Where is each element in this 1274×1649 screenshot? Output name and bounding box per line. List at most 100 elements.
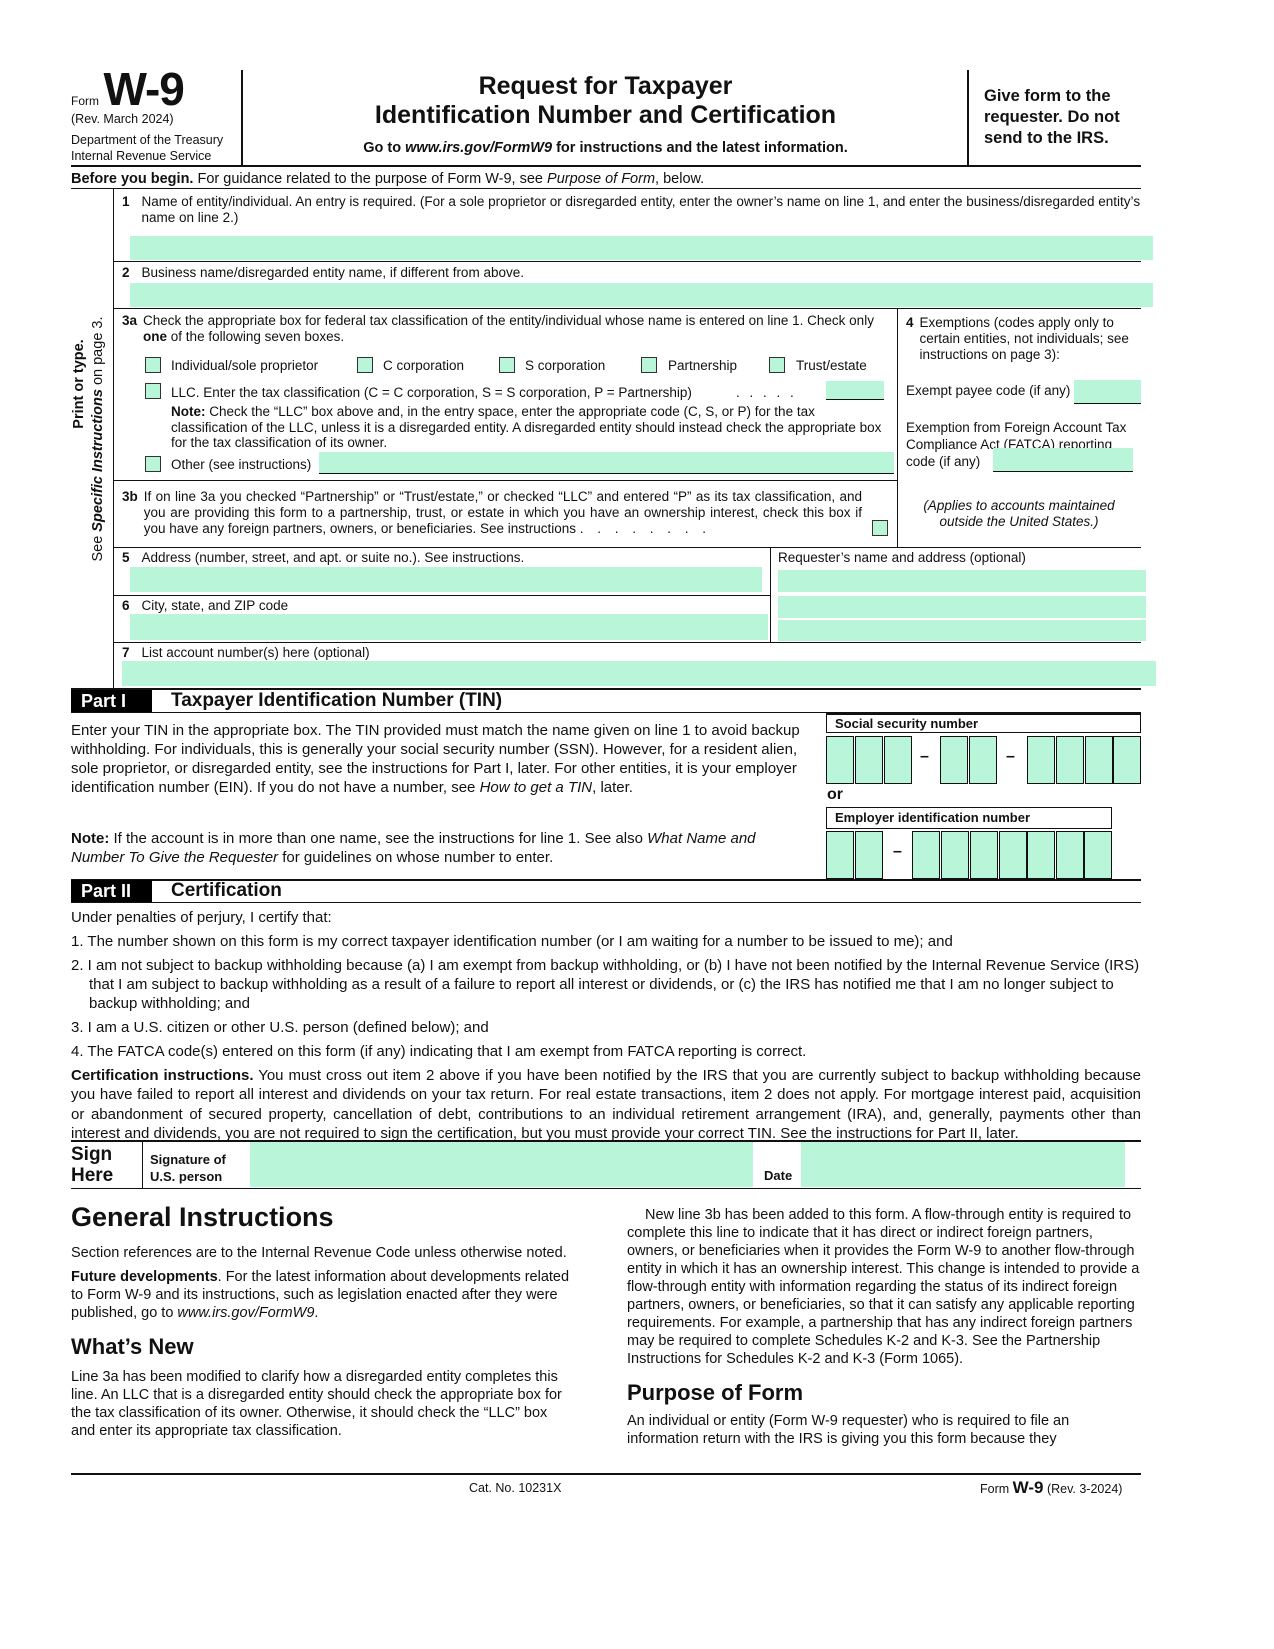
requester-label: Requester’s name and address (optional): [778, 550, 1026, 565]
or-label: or: [827, 786, 843, 803]
ein-digit-8[interactable]: [1056, 831, 1084, 879]
checkbox-3b-foreign-partners[interactable]: [872, 520, 888, 536]
before-you-begin: Before you begin. For guidance related t…: [71, 171, 705, 187]
option-individual: Individual/sole proprietor: [171, 358, 319, 373]
ssn-dash: –: [1006, 748, 1015, 765]
sign-here-label: Sign Here: [71, 1144, 114, 1186]
cert-item: 2. I am not subject to backup withholdin…: [71, 957, 1140, 1012]
whats-new-heading: What’s New: [71, 1334, 194, 1359]
exempt-payee-input[interactable]: [1074, 380, 1141, 404]
ssn-digit-2[interactable]: [855, 736, 883, 784]
ein-digit-3[interactable]: [912, 831, 940, 879]
cert-items: 1. The number shown on this form is my c…: [71, 932, 1141, 1143]
line6-label: 6 City, state, and ZIP code: [122, 598, 289, 613]
ssn-digit-7[interactable]: [1056, 736, 1084, 784]
ein-digit-6[interactable]: [999, 831, 1027, 879]
option-trust-estate: Trust/estate: [796, 358, 867, 373]
sidebar-note: Print or type. See Specific Instructions…: [71, 316, 106, 562]
fatca-applies-note: (Applies to accounts maintained outside …: [923, 498, 1115, 529]
form-number: W-9: [103, 63, 184, 115]
ssn-digit-6[interactable]: [1027, 736, 1055, 784]
line2-business-name-input[interactable]: [130, 283, 1153, 307]
other-input[interactable]: [319, 452, 894, 474]
ein-digit-2[interactable]: [855, 831, 883, 879]
ein-label: Employer identification number: [826, 807, 1112, 829]
cert-item: 1. The number shown on this form is my c…: [71, 933, 953, 950]
line1-label: 1 Name of entity/individual. An entry is …: [122, 194, 1141, 225]
date-input[interactable]: [801, 1142, 1125, 1187]
form-meta: (Rev. March 2024) Department of the Trea…: [71, 111, 223, 164]
line3a-label: 3a Check the appropriate box for federal …: [122, 313, 874, 344]
signature-label: Signature of U.S. person: [150, 1152, 226, 1184]
llc-classification-input[interactable]: [826, 381, 884, 400]
part2-title: Certification: [171, 880, 282, 901]
other-label: Other (see instructions): [171, 457, 312, 472]
option-c-corp: C corporation: [383, 358, 465, 373]
line6-city-input[interactable]: [130, 614, 768, 640]
line3b-label: 3b If on line 3a you checked “Partnership…: [122, 489, 862, 536]
general-left-column: General Instructions Section references …: [71, 1200, 571, 1440]
part1-title: Taxpayer Identification Number (TIN): [171, 690, 503, 711]
part2-tag: Part II: [71, 880, 152, 902]
cert-instructions: Certification instructions. You must cro…: [71, 1067, 1141, 1142]
requester-line3-input[interactable]: [778, 620, 1146, 641]
cert-intro: Under penalties of perjury, I certify th…: [71, 909, 332, 926]
form-title-2: Identification Number and Certification: [374, 101, 837, 129]
ssn-digit-5[interactable]: [969, 736, 997, 784]
cert-item: 4. The FATCA code(s) entered on this for…: [71, 1043, 807, 1060]
paragraph: An individual or entity (Form W-9 reques…: [627, 1413, 1070, 1447]
checkbox-s-corp[interactable]: [499, 357, 515, 373]
ein-digit-9[interactable]: [1084, 831, 1112, 879]
requester-line2-input[interactable]: [778, 596, 1146, 618]
signature-input[interactable]: [250, 1142, 753, 1187]
purpose-of-form-heading: Purpose of Form: [627, 1380, 804, 1405]
footer-form-id: Form W-9 (Rev. 3-2024): [980, 1478, 1123, 1497]
irs-link[interactable]: www.irs.gov/FormW9: [405, 140, 553, 156]
option-partnership: Partnership: [668, 358, 738, 373]
ssn-digit-1[interactable]: [826, 736, 854, 784]
ssn-digit-8[interactable]: [1085, 736, 1113, 784]
llc-label: LLC. Enter the tax classification (C = C…: [171, 385, 692, 400]
leader-dots: . . . . .: [736, 385, 797, 400]
ssn-digit-3[interactable]: [884, 736, 912, 784]
paragraph: New line 3b has been added to this form.…: [627, 1207, 1140, 1367]
line7-label: 7 List account number(s) here (optional): [122, 645, 370, 660]
date-label: Date: [764, 1168, 793, 1183]
paragraph: Section references are to the Internal R…: [71, 1245, 567, 1261]
form-title-block: Request for Taxpayer Identification Numb…: [243, 72, 968, 156]
checkbox-llc[interactable]: [145, 383, 161, 399]
form-title-1: Request for Taxpayer: [478, 72, 733, 100]
exempt-payee-label: Exempt payee code (if any): [906, 383, 1071, 398]
irs-agency: Internal Revenue Service: [71, 149, 212, 163]
checkbox-other[interactable]: [145, 456, 161, 472]
part1-note: Note: If the account is in more than one…: [71, 830, 756, 866]
ein-digit-5[interactable]: [970, 831, 998, 879]
ein-digit-7[interactable]: [1027, 831, 1055, 879]
ssn-digit-9[interactable]: [1113, 736, 1141, 784]
form-word: Form: [71, 94, 99, 108]
department: Department of the Treasury: [71, 133, 224, 147]
line5-address-input[interactable]: [130, 567, 762, 592]
paragraph: Line 3a has been modified to clarify how…: [71, 1369, 562, 1439]
line7-account-input[interactable]: [122, 661, 1156, 686]
ssn-label: Social security number: [826, 713, 1141, 733]
fatca-code-input[interactable]: [993, 448, 1133, 472]
instructions-link-line: Go to www.irs.gov/FormW9 for instruction…: [363, 140, 848, 156]
ein-digit-4[interactable]: [941, 831, 969, 879]
option-s-corp: S corporation: [525, 358, 606, 373]
ssn-dash: –: [920, 748, 929, 765]
requester-line1-input[interactable]: [778, 570, 1146, 592]
ein-dash: –: [893, 843, 902, 860]
checkbox-c-corp[interactable]: [357, 357, 373, 373]
checkbox-individual[interactable]: [145, 357, 161, 373]
cert-item: 3. I am a U.S. citizen or other U.S. per…: [71, 1019, 489, 1036]
future-developments: Future developments. For the latest info…: [71, 1269, 570, 1321]
checkbox-partnership[interactable]: [641, 357, 657, 373]
ssn-digit-4[interactable]: [940, 736, 968, 784]
give-form-note: Give form to the requester. Do not send …: [984, 87, 1120, 147]
checkbox-trust-estate[interactable]: [769, 357, 785, 373]
general-right-column: New line 3b has been added to this form.…: [627, 1206, 1142, 1448]
ein-digit-1[interactable]: [826, 831, 854, 879]
form-id-block: Form W-9: [71, 63, 185, 115]
line1-name-input[interactable]: [130, 236, 1153, 260]
